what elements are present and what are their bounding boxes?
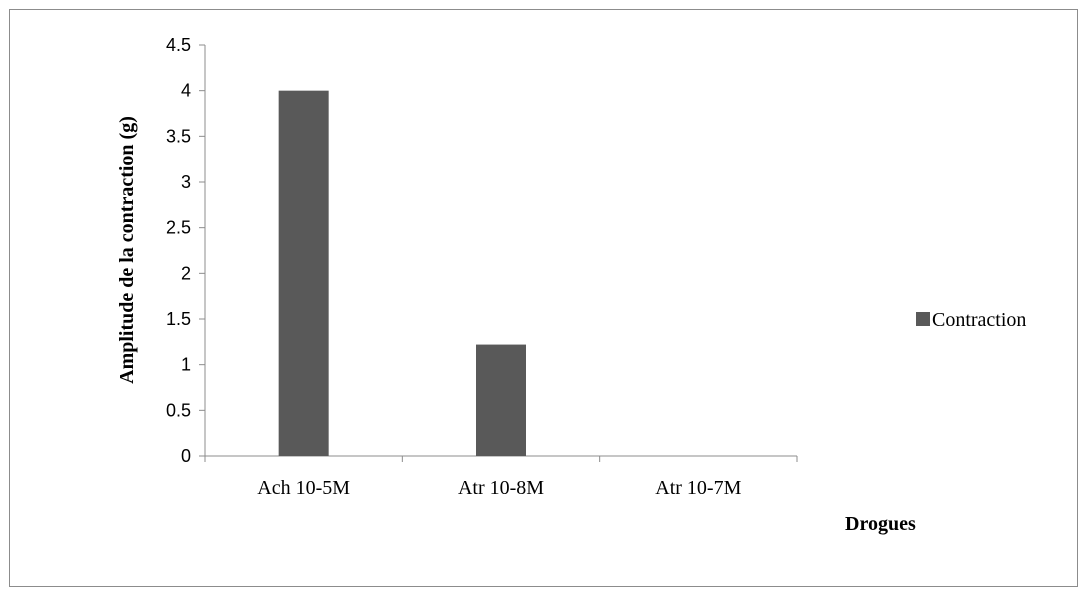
y-tick-label: 3.5 <box>166 126 191 146</box>
x-category-label: Ach 10-5M <box>257 477 350 499</box>
y-tick-label: 1 <box>181 355 191 375</box>
y-axis-title: Amplitude de la contraction (g) <box>116 116 138 384</box>
x-axis: Ach 10-5M Atr 10-8M Atr 10-7M <box>204 455 798 499</box>
y-tick-label: 0.5 <box>166 400 191 420</box>
y-tick-label: 4 <box>181 81 191 101</box>
y-tick-label: 0 <box>181 446 191 466</box>
y-axis: 0 0.5 1 1.5 2 2.5 3 3.5 4 4.5 <box>166 35 206 466</box>
legend: Contraction <box>916 309 1026 331</box>
legend-swatch <box>916 312 930 326</box>
bar <box>476 344 526 456</box>
y-tick-label: 2 <box>181 263 191 283</box>
chart-frame <box>9 9 1078 587</box>
x-category-label: Atr 10-8M <box>458 477 544 499</box>
bar <box>278 90 329 457</box>
legend-label: Contraction <box>932 309 1026 331</box>
y-tick-label: 4.5 <box>166 35 191 55</box>
x-category-label: Atr 10-7M <box>655 477 741 499</box>
bars <box>278 90 526 457</box>
x-axis-title: Drogues <box>845 513 916 535</box>
y-tick-label: 3 <box>181 172 191 192</box>
y-tick-label: 2.5 <box>166 218 191 238</box>
y-tick-label: 1.5 <box>166 309 191 329</box>
